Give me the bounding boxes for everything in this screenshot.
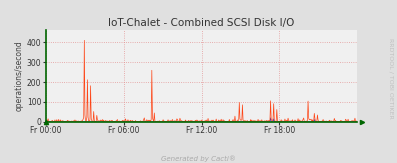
Text: RRDTOOL / TOBI OETIKER: RRDTOOL / TOBI OETIKER <box>389 38 394 119</box>
Title: IoT-Chalet - Combined SCSI Disk I/O: IoT-Chalet - Combined SCSI Disk I/O <box>108 18 295 28</box>
Y-axis label: operations/second: operations/second <box>15 41 24 111</box>
Text: Generated by Cacti®: Generated by Cacti® <box>161 155 236 162</box>
